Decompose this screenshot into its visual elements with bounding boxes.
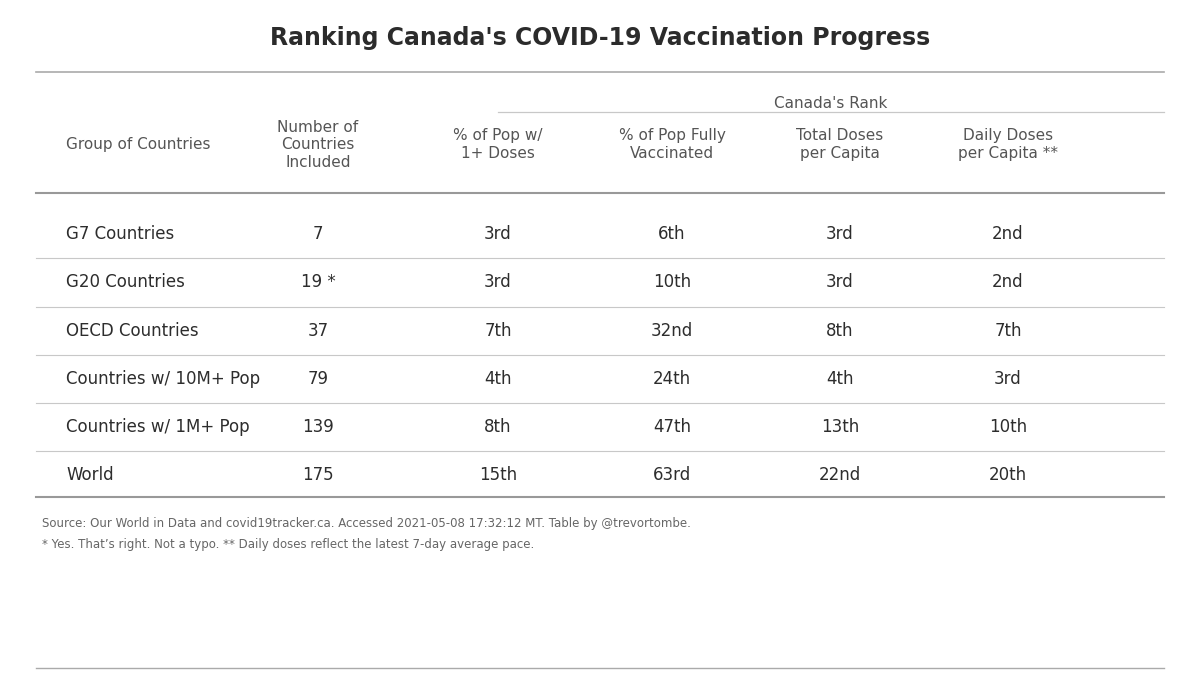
Text: 32nd: 32nd xyxy=(650,322,694,340)
Text: 8th: 8th xyxy=(827,322,853,340)
Text: 47th: 47th xyxy=(653,418,691,436)
Text: 7th: 7th xyxy=(485,322,511,340)
Text: 15th: 15th xyxy=(479,466,517,484)
Text: Daily Doses
per Capita **: Daily Doses per Capita ** xyxy=(958,128,1058,161)
Text: 6th: 6th xyxy=(659,225,685,243)
Text: 175: 175 xyxy=(302,466,334,484)
Text: 37: 37 xyxy=(307,322,329,340)
Text: 7th: 7th xyxy=(995,322,1021,340)
Text: 10th: 10th xyxy=(989,418,1027,436)
Text: 3rd: 3rd xyxy=(484,274,512,291)
Text: % of Pop w/
1+ Doses: % of Pop w/ 1+ Doses xyxy=(454,128,542,161)
Text: 22nd: 22nd xyxy=(818,466,862,484)
Text: 4th: 4th xyxy=(827,370,853,388)
Text: 3rd: 3rd xyxy=(826,225,854,243)
Text: World: World xyxy=(66,466,114,484)
Text: 7: 7 xyxy=(313,225,323,243)
Text: 79: 79 xyxy=(307,370,329,388)
Text: Source: Our World in Data and covid19tracker.ca. Accessed 2021-05-08 17:32:12 MT: Source: Our World in Data and covid19tra… xyxy=(42,517,691,530)
Text: Canada's Rank: Canada's Rank xyxy=(774,96,888,111)
Text: Number of
Countries
Included: Number of Countries Included xyxy=(277,120,359,169)
Text: OECD Countries: OECD Countries xyxy=(66,322,199,340)
Text: 4th: 4th xyxy=(485,370,511,388)
Text: 20th: 20th xyxy=(989,466,1027,484)
Text: 3rd: 3rd xyxy=(484,225,512,243)
Text: 10th: 10th xyxy=(653,274,691,291)
Text: % of Pop Fully
Vaccinated: % of Pop Fully Vaccinated xyxy=(618,128,726,161)
Text: 139: 139 xyxy=(302,418,334,436)
Text: Ranking Canada's COVID-19 Vaccination Progress: Ranking Canada's COVID-19 Vaccination Pr… xyxy=(270,26,930,50)
Text: 2nd: 2nd xyxy=(992,274,1024,291)
Text: 2nd: 2nd xyxy=(992,225,1024,243)
Text: Countries w/ 1M+ Pop: Countries w/ 1M+ Pop xyxy=(66,418,250,436)
Text: 19 *: 19 * xyxy=(301,274,335,291)
Text: 24th: 24th xyxy=(653,370,691,388)
Text: G20 Countries: G20 Countries xyxy=(66,274,185,291)
Text: 3rd: 3rd xyxy=(826,274,854,291)
Text: G7 Countries: G7 Countries xyxy=(66,225,174,243)
Text: 3rd: 3rd xyxy=(994,370,1022,388)
Text: * Yes. That’s right. Not a typo. ** Daily doses reflect the latest 7-day average: * Yes. That’s right. Not a typo. ** Dail… xyxy=(42,538,534,551)
Text: 13th: 13th xyxy=(821,418,859,436)
Text: 63rd: 63rd xyxy=(653,466,691,484)
Text: Group of Countries: Group of Countries xyxy=(66,137,210,152)
Text: Total Doses
per Capita: Total Doses per Capita xyxy=(797,128,883,161)
Text: Countries w/ 10M+ Pop: Countries w/ 10M+ Pop xyxy=(66,370,260,388)
Text: 8th: 8th xyxy=(485,418,511,436)
